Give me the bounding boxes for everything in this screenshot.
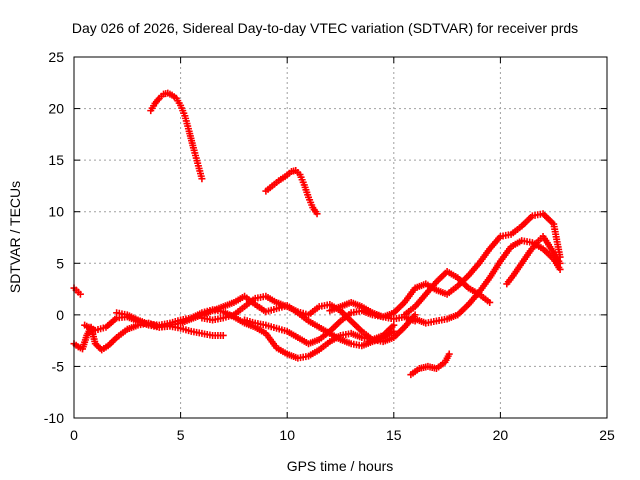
- series-arc-12: [503, 232, 564, 288]
- data-point: [313, 210, 321, 218]
- data-point: [390, 321, 398, 329]
- series-arc-11: [411, 237, 564, 327]
- y-tick-label: -5: [52, 358, 65, 374]
- plot-frame: [73, 56, 608, 419]
- axis-ticks: 0 5 10 15 20 25 -10 -5 0 5 10 15 20 25: [44, 49, 615, 443]
- series-arc-13: [407, 350, 453, 379]
- data-point: [76, 290, 84, 298]
- data-point: [198, 175, 206, 183]
- x-tick-label: 0: [70, 427, 78, 443]
- data-point: [556, 265, 564, 273]
- x-axis-title: GPS time / hours: [287, 458, 394, 474]
- x-tick-label: 15: [386, 427, 402, 443]
- series-arc-2: [147, 89, 206, 183]
- series-arc-3: [262, 166, 321, 218]
- chart-title: Day 026 of 2026, Sidereal Day-to-day VTE…: [72, 20, 578, 36]
- x-tick-label: 25: [599, 427, 615, 443]
- series-arc-9: [326, 210, 564, 321]
- x-tick-label: 20: [493, 427, 509, 443]
- y-tick-label: 10: [48, 204, 64, 220]
- x-tick-label: 10: [279, 427, 295, 443]
- data-point: [445, 350, 453, 358]
- y-tick-label: -10: [44, 410, 64, 426]
- y-tick-label: 5: [56, 255, 64, 271]
- y-tick-label: 25: [48, 49, 64, 65]
- data-point: [219, 331, 227, 339]
- grid-lines: [74, 57, 607, 418]
- data-series: [70, 89, 564, 379]
- data-point: [556, 259, 564, 267]
- y-tick-label: 20: [48, 101, 64, 117]
- y-tick-label: 0: [56, 307, 64, 323]
- y-tick-label: 15: [48, 152, 64, 168]
- y-axis-title: SDTVAR / TECUs: [7, 181, 23, 293]
- x-tick-label: 5: [177, 427, 185, 443]
- data-point: [390, 327, 398, 335]
- series-arc-7: [198, 292, 419, 346]
- data-point: [486, 298, 494, 306]
